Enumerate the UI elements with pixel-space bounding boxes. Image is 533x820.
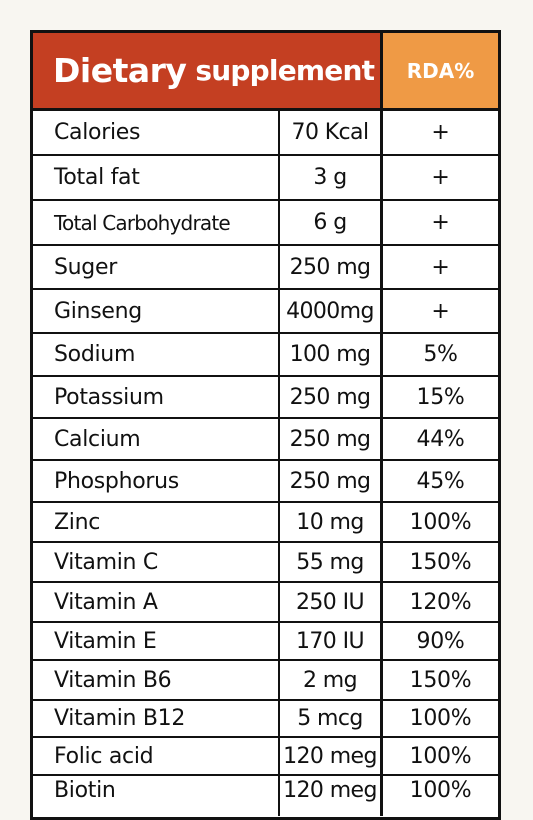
nutrient-amount: 55 mg	[280, 543, 383, 581]
nutrient-name: Ginseng	[33, 290, 280, 332]
table-row: Calcium 250 mg 44%	[33, 419, 498, 461]
table-row: Biotin 120 meg 100%	[33, 776, 498, 816]
table-row: Total Carbohydrate 6 g +	[33, 201, 498, 246]
table-row: Sodium 100 mg 5%	[33, 334, 498, 377]
nutrient-amount: 250 mg	[280, 461, 383, 501]
nutrient-rda: +	[431, 165, 450, 190]
table-row: Phosphorus 250 mg 45%	[33, 461, 498, 503]
nutrient-name: Phosphorus	[33, 461, 280, 501]
table-row: Vitamin C 55 mg 150%	[33, 543, 498, 583]
nutrient-rda: 150%	[409, 667, 472, 693]
nutrient-amount: 70 Kcal	[280, 111, 383, 154]
nutrient-amount: 4000mg	[280, 290, 383, 332]
table-row: Folic acid 120 meg 100%	[33, 738, 498, 776]
nutrient-amount: 250 IU	[280, 583, 383, 621]
table-header: Dietary supplement RDA%	[33, 33, 498, 111]
table-row: Suger 250 mg +	[33, 246, 498, 290]
nutrient-name: Vitamin E	[33, 623, 280, 659]
nutrient-name: Biotin	[33, 776, 280, 816]
table-row: Zinc 10 mg 100%	[33, 503, 498, 543]
nutrient-amount: 120 meg	[280, 738, 383, 774]
nutrient-amount: 5 mcg	[280, 701, 383, 736]
nutrient-rda: 15%	[416, 384, 465, 410]
title-word-supplement: supplement	[195, 54, 375, 87]
nutrient-name: Vitamin B6	[33, 661, 280, 699]
nutrient-rda: 100%	[409, 509, 472, 535]
nutrient-name: Potassium	[33, 377, 280, 417]
table-row: Vitamin E 170 IU 90%	[33, 623, 498, 661]
nutrient-rda: 45%	[416, 468, 465, 494]
nutrient-name: Sodium	[33, 334, 280, 375]
table-row: Total fat 3 g +	[33, 156, 498, 201]
nutrient-rda: 120%	[409, 589, 472, 615]
nutrient-name: Folic acid	[33, 738, 280, 774]
nutrient-rda: 150%	[409, 549, 472, 575]
nutrient-name: Total Carbohydrate	[33, 201, 280, 244]
table-row: Potassium 250 mg 15%	[33, 377, 498, 419]
table-row: Ginseng 4000mg +	[33, 290, 498, 334]
nutrient-name: Calories	[33, 111, 280, 154]
nutrient-amount: 250 mg	[280, 377, 383, 417]
nutrient-amount: 100 mg	[280, 334, 383, 375]
nutrient-name: Suger	[33, 246, 280, 288]
nutrient-amount: 250 mg	[280, 246, 383, 288]
nutrient-amount: 3 g	[280, 156, 383, 199]
nutrient-amount: 6 g	[280, 201, 383, 244]
nutrient-name: Zinc	[33, 503, 280, 541]
supplement-facts-table: Dietary supplement RDA% Calories 70 Kcal…	[30, 30, 501, 820]
table-title: Dietary supplement	[33, 33, 383, 108]
nutrient-rda: +	[431, 298, 450, 324]
nutrient-amount: 170 IU	[280, 623, 383, 659]
nutrient-name: Calcium	[33, 419, 280, 459]
nutrient-rda: 44%	[416, 426, 465, 452]
nutrient-amount: 250 mg	[280, 419, 383, 459]
nutrient-amount: 2 mg	[280, 661, 383, 699]
nutrient-name: Vitamin A	[33, 583, 280, 621]
nutrient-rda: +	[431, 254, 450, 280]
nutrient-rda: 100%	[409, 706, 472, 731]
table-row: Calories 70 Kcal +	[33, 111, 498, 156]
title-word-dietary: Dietary	[53, 51, 187, 90]
nutrient-rda: +	[431, 210, 450, 235]
nutrient-rda: 100%	[409, 743, 472, 769]
rda-column-header: RDA%	[383, 33, 498, 108]
nutrient-name: Vitamin C	[33, 543, 280, 581]
nutrient-rda: 90%	[416, 628, 465, 654]
table-row: Vitamin B12 5 mcg 100%	[33, 701, 498, 738]
nutrient-rda: 100%	[409, 778, 472, 803]
nutrient-name: Total fat	[33, 156, 280, 199]
nutrient-amount: 120 meg	[280, 776, 383, 816]
nutrient-amount: 10 mg	[280, 503, 383, 541]
nutrient-name: Vitamin B12	[33, 701, 280, 736]
table-row: Vitamin B6 2 mg 150%	[33, 661, 498, 701]
nutrient-rda: +	[431, 120, 450, 145]
table-row: Vitamin A 250 IU 120%	[33, 583, 498, 623]
nutrient-rda: 5%	[423, 342, 458, 367]
